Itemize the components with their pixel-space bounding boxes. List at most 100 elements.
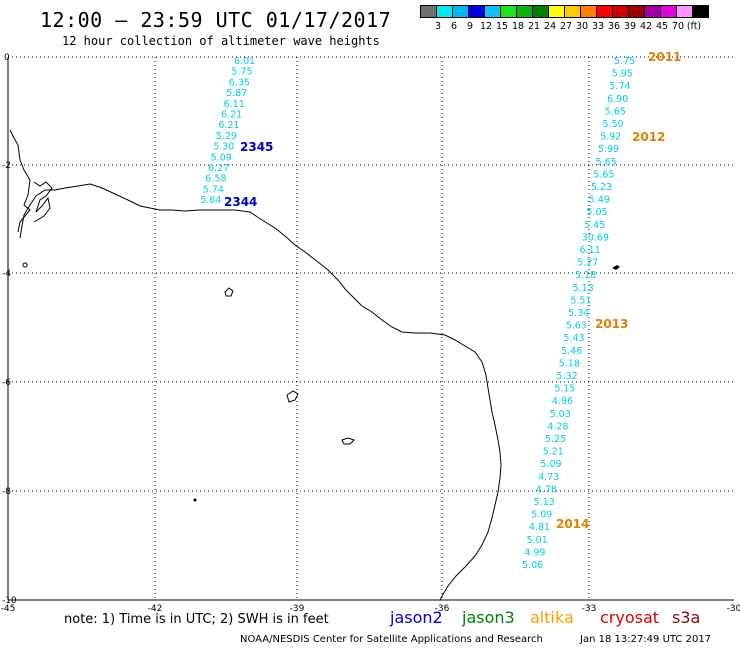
wave-height-value: 6.27 (208, 163, 229, 174)
jason2-track: 6.015.756.355.876.116.216.215.295.305.09… (200, 56, 273, 209)
lat-lon-grid (8, 56, 734, 600)
y-tick-label: -8 (2, 487, 11, 497)
wave-height-value: 5.23 (591, 182, 612, 193)
y-tick-label: -4 (2, 269, 11, 279)
wave-height-value: 4.81 (529, 522, 550, 533)
scale-label: 3 (434, 21, 442, 32)
x-tick-label: -42 (148, 604, 163, 614)
map-subtitle: 12 hour collection of altimeter wave hei… (62, 34, 380, 48)
scale-label: (ft) (686, 21, 702, 32)
wave-height-value: 5.09 (531, 510, 552, 521)
island (341, 437, 355, 445)
wave-height-value: 6.90 (607, 94, 628, 105)
axis-tick-labels: -45 -42 -39 -36 -33 -30 0 -2 -4 -6 -8 -10 (1, 53, 740, 614)
wave-height-value: 6.35 (229, 77, 250, 88)
wave-height-value: 5.03 (550, 409, 571, 420)
wave-height-value: 5.43 (563, 333, 584, 344)
wave-height-value: 5.65 (596, 157, 617, 168)
pass-number-label: 2014 (556, 517, 589, 531)
wave-height-value: 5.18 (575, 270, 596, 281)
map-title: 12:00 – 23:59 UTC 01/17/2017 (40, 8, 392, 32)
scale-label: 18 (511, 21, 525, 32)
scale-label: 15 (495, 21, 509, 32)
wave-height-value: 5.87 (226, 88, 247, 99)
wave-height-value: 5.49 (589, 195, 610, 206)
scale-label: 24 (543, 21, 557, 32)
coastline (19, 183, 502, 601)
scale-label: 70 (671, 21, 685, 32)
wave-height-value: 6.11 (580, 245, 601, 256)
wave-height-value: 5.15 (554, 384, 575, 395)
wave-height-value: 5.75 (231, 67, 252, 78)
wave-height-value: 5.63 (566, 321, 587, 332)
timestamp-text: Jan 18 13:27:49 UTC 2017 (580, 634, 712, 645)
wave-height-value: 5.18 (559, 358, 580, 369)
wave-height-value: 30.69 (582, 232, 609, 243)
wave-height-value: 5.09 (540, 459, 561, 470)
wave-height-value: 5.45 (584, 220, 605, 231)
wave-height-value: 4.28 (547, 421, 568, 432)
wave-height-value: 5.01 (527, 535, 548, 546)
footer-note: note: 1) Time is in UTC; 2) SWH is in fe… (64, 612, 329, 627)
wave-height-value: 5.92 (600, 132, 621, 143)
altika-track: 5.755.955.746.905.655.505.925.995.655.65… (522, 50, 681, 571)
wave-height-value: 5.74 (203, 184, 224, 195)
wave-height-value: 5.13 (534, 497, 555, 508)
pass-number-label: 2344 (224, 195, 257, 209)
wave-height-value: 5.65 (593, 169, 614, 180)
island (22, 262, 28, 268)
wave-height-value: 5.46 (561, 346, 582, 357)
legend-cryosat: cryosat (600, 608, 660, 627)
wave-height-value: 5.13 (573, 283, 594, 294)
pass-number-label: 2013 (595, 317, 628, 331)
x-tick-label: -30 (727, 604, 740, 614)
y-tick-label: -6 (2, 378, 11, 388)
scale-label: 33 (591, 21, 605, 32)
y-tick-label: -2 (2, 161, 11, 171)
wave-height-value: 5.05 (586, 207, 607, 218)
wave-height-value: 5.21 (543, 447, 564, 458)
wave-height-value: 5.50 (603, 119, 624, 130)
wave-height-value: 6.11 (224, 99, 245, 110)
scale-label: 42 (639, 21, 653, 32)
coastline-delta-islands (33, 181, 53, 223)
wave-height-value: 4.73 (538, 472, 559, 483)
island (193, 498, 197, 502)
wave-height-value: 5.99 (598, 144, 619, 155)
scale-label: 39 (623, 21, 637, 32)
x-tick-label: -36 (435, 604, 450, 614)
wave-height-value: 5.34 (568, 308, 589, 319)
wave-height-value: 5.64 (200, 195, 221, 206)
wave-height-value: 5.95 (612, 69, 633, 80)
wave-height-value: 5.65 (605, 106, 626, 117)
pass-number-label: 2345 (240, 140, 273, 154)
island (612, 265, 620, 270)
legend-altika: altika (530, 608, 574, 627)
wave-height-value: 5.30 (213, 142, 234, 153)
scale-label: 9 (466, 21, 474, 32)
wave-height-value: 6.21 (221, 110, 242, 121)
wave-height-value: 6.58 (205, 174, 226, 185)
island (286, 390, 299, 403)
scale-label: 30 (575, 21, 589, 32)
wave-height-value: 5.25 (545, 434, 566, 445)
wave-height-value: 5.09 (211, 152, 232, 163)
pass-number-label: 2011 (648, 50, 681, 64)
scale-label: 36 (607, 21, 621, 32)
wave-height-value: 5.29 (216, 131, 237, 142)
wave-height-value: 6.01 (234, 56, 255, 67)
credit-text: NOAA/NESDIS Center for Satellite Applica… (240, 634, 543, 645)
island (224, 287, 234, 297)
wave-height-color-scale (420, 5, 709, 18)
wave-height-value: 5.06 (522, 560, 543, 571)
legend-jason2: jason2 (390, 608, 443, 627)
legend-jason3: jason3 (462, 608, 515, 627)
coastline-river-mouth (9, 129, 31, 233)
wave-height-value: 5.75 (614, 56, 635, 67)
wave-height-value: 4.99 (524, 547, 545, 558)
wave-height-value: 5.74 (609, 81, 630, 92)
wave-height-value: 6.21 (218, 120, 239, 131)
wave-height-value: 4.96 (552, 396, 573, 407)
scale-label: 45 (655, 21, 669, 32)
